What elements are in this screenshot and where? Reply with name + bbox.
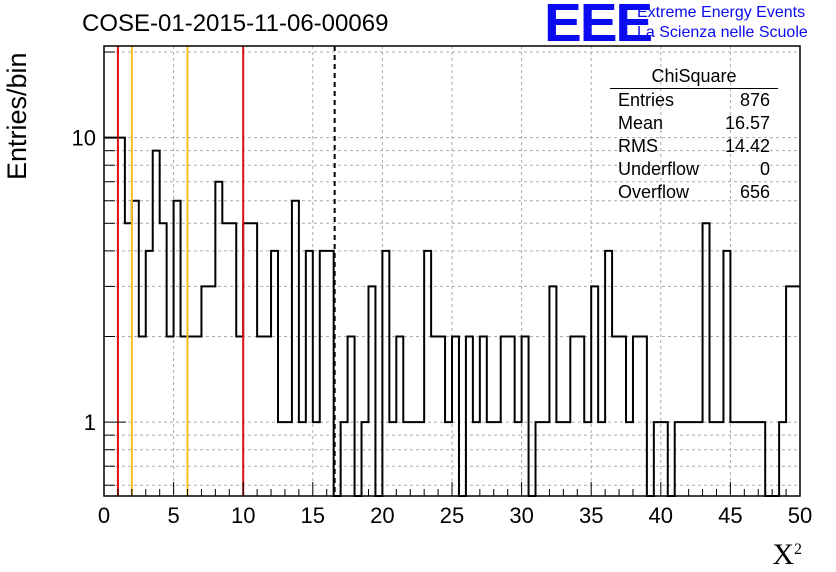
stats-label: RMS bbox=[618, 136, 658, 156]
stats-value: 0 bbox=[759, 159, 770, 179]
y-tick-label: 10 bbox=[72, 126, 96, 151]
y-tick-label: 1 bbox=[84, 410, 96, 435]
x-tick-label: 10 bbox=[231, 503, 255, 528]
logo-subtitle-2: La Scienza nelle Scuole bbox=[637, 24, 808, 41]
stats-value: 16.57 bbox=[724, 113, 770, 133]
x-tick-label: 20 bbox=[370, 503, 394, 528]
stats-label: Underflow bbox=[618, 159, 700, 179]
stats-row-underflow: Underflow 0 bbox=[610, 158, 778, 181]
x-tick-label: 15 bbox=[301, 503, 325, 528]
stats-row-overflow: Overflow 656 bbox=[610, 181, 778, 204]
stats-row-rms: RMS 14.42 bbox=[610, 135, 778, 158]
stats-value: 14.42 bbox=[724, 136, 770, 156]
x-tick-label: 0 bbox=[98, 503, 110, 528]
stats-value: 656 bbox=[739, 182, 770, 202]
x-axis-label-base: X bbox=[772, 538, 794, 571]
eee-logo: EEE bbox=[544, 0, 653, 53]
x-tick-label: 30 bbox=[509, 503, 533, 528]
stats-box: ChiSquare Entries 876 Mean 16.57 RMS 14.… bbox=[610, 65, 778, 204]
stats-row-mean: Mean 16.57 bbox=[610, 112, 778, 135]
stats-label: Entries bbox=[618, 90, 675, 110]
chart-title: COSE-01-2015-11-06-00069 bbox=[82, 10, 389, 37]
stats-label: Overflow bbox=[618, 182, 690, 202]
stats-label: Mean bbox=[618, 113, 664, 133]
x-tick-label: 50 bbox=[788, 503, 812, 528]
histogram-line bbox=[104, 136, 800, 497]
x-axis-label: X2 bbox=[772, 538, 802, 572]
x-tick-label: 5 bbox=[167, 503, 179, 528]
x-tick-label: 35 bbox=[579, 503, 603, 528]
y-axis-label: Entries/bin bbox=[2, 52, 32, 180]
x-tick-label: 25 bbox=[440, 503, 464, 528]
stats-row-entries: Entries 876 bbox=[610, 89, 778, 112]
x-tick-label: 40 bbox=[649, 503, 673, 528]
stats-value: 876 bbox=[739, 90, 770, 110]
x-axis-label-sup: 2 bbox=[794, 541, 802, 558]
stats-title: ChiSquare bbox=[610, 65, 778, 89]
x-tick-label: 45 bbox=[718, 503, 742, 528]
logo-subtitle-1: Extreme Energy Events bbox=[637, 4, 806, 21]
